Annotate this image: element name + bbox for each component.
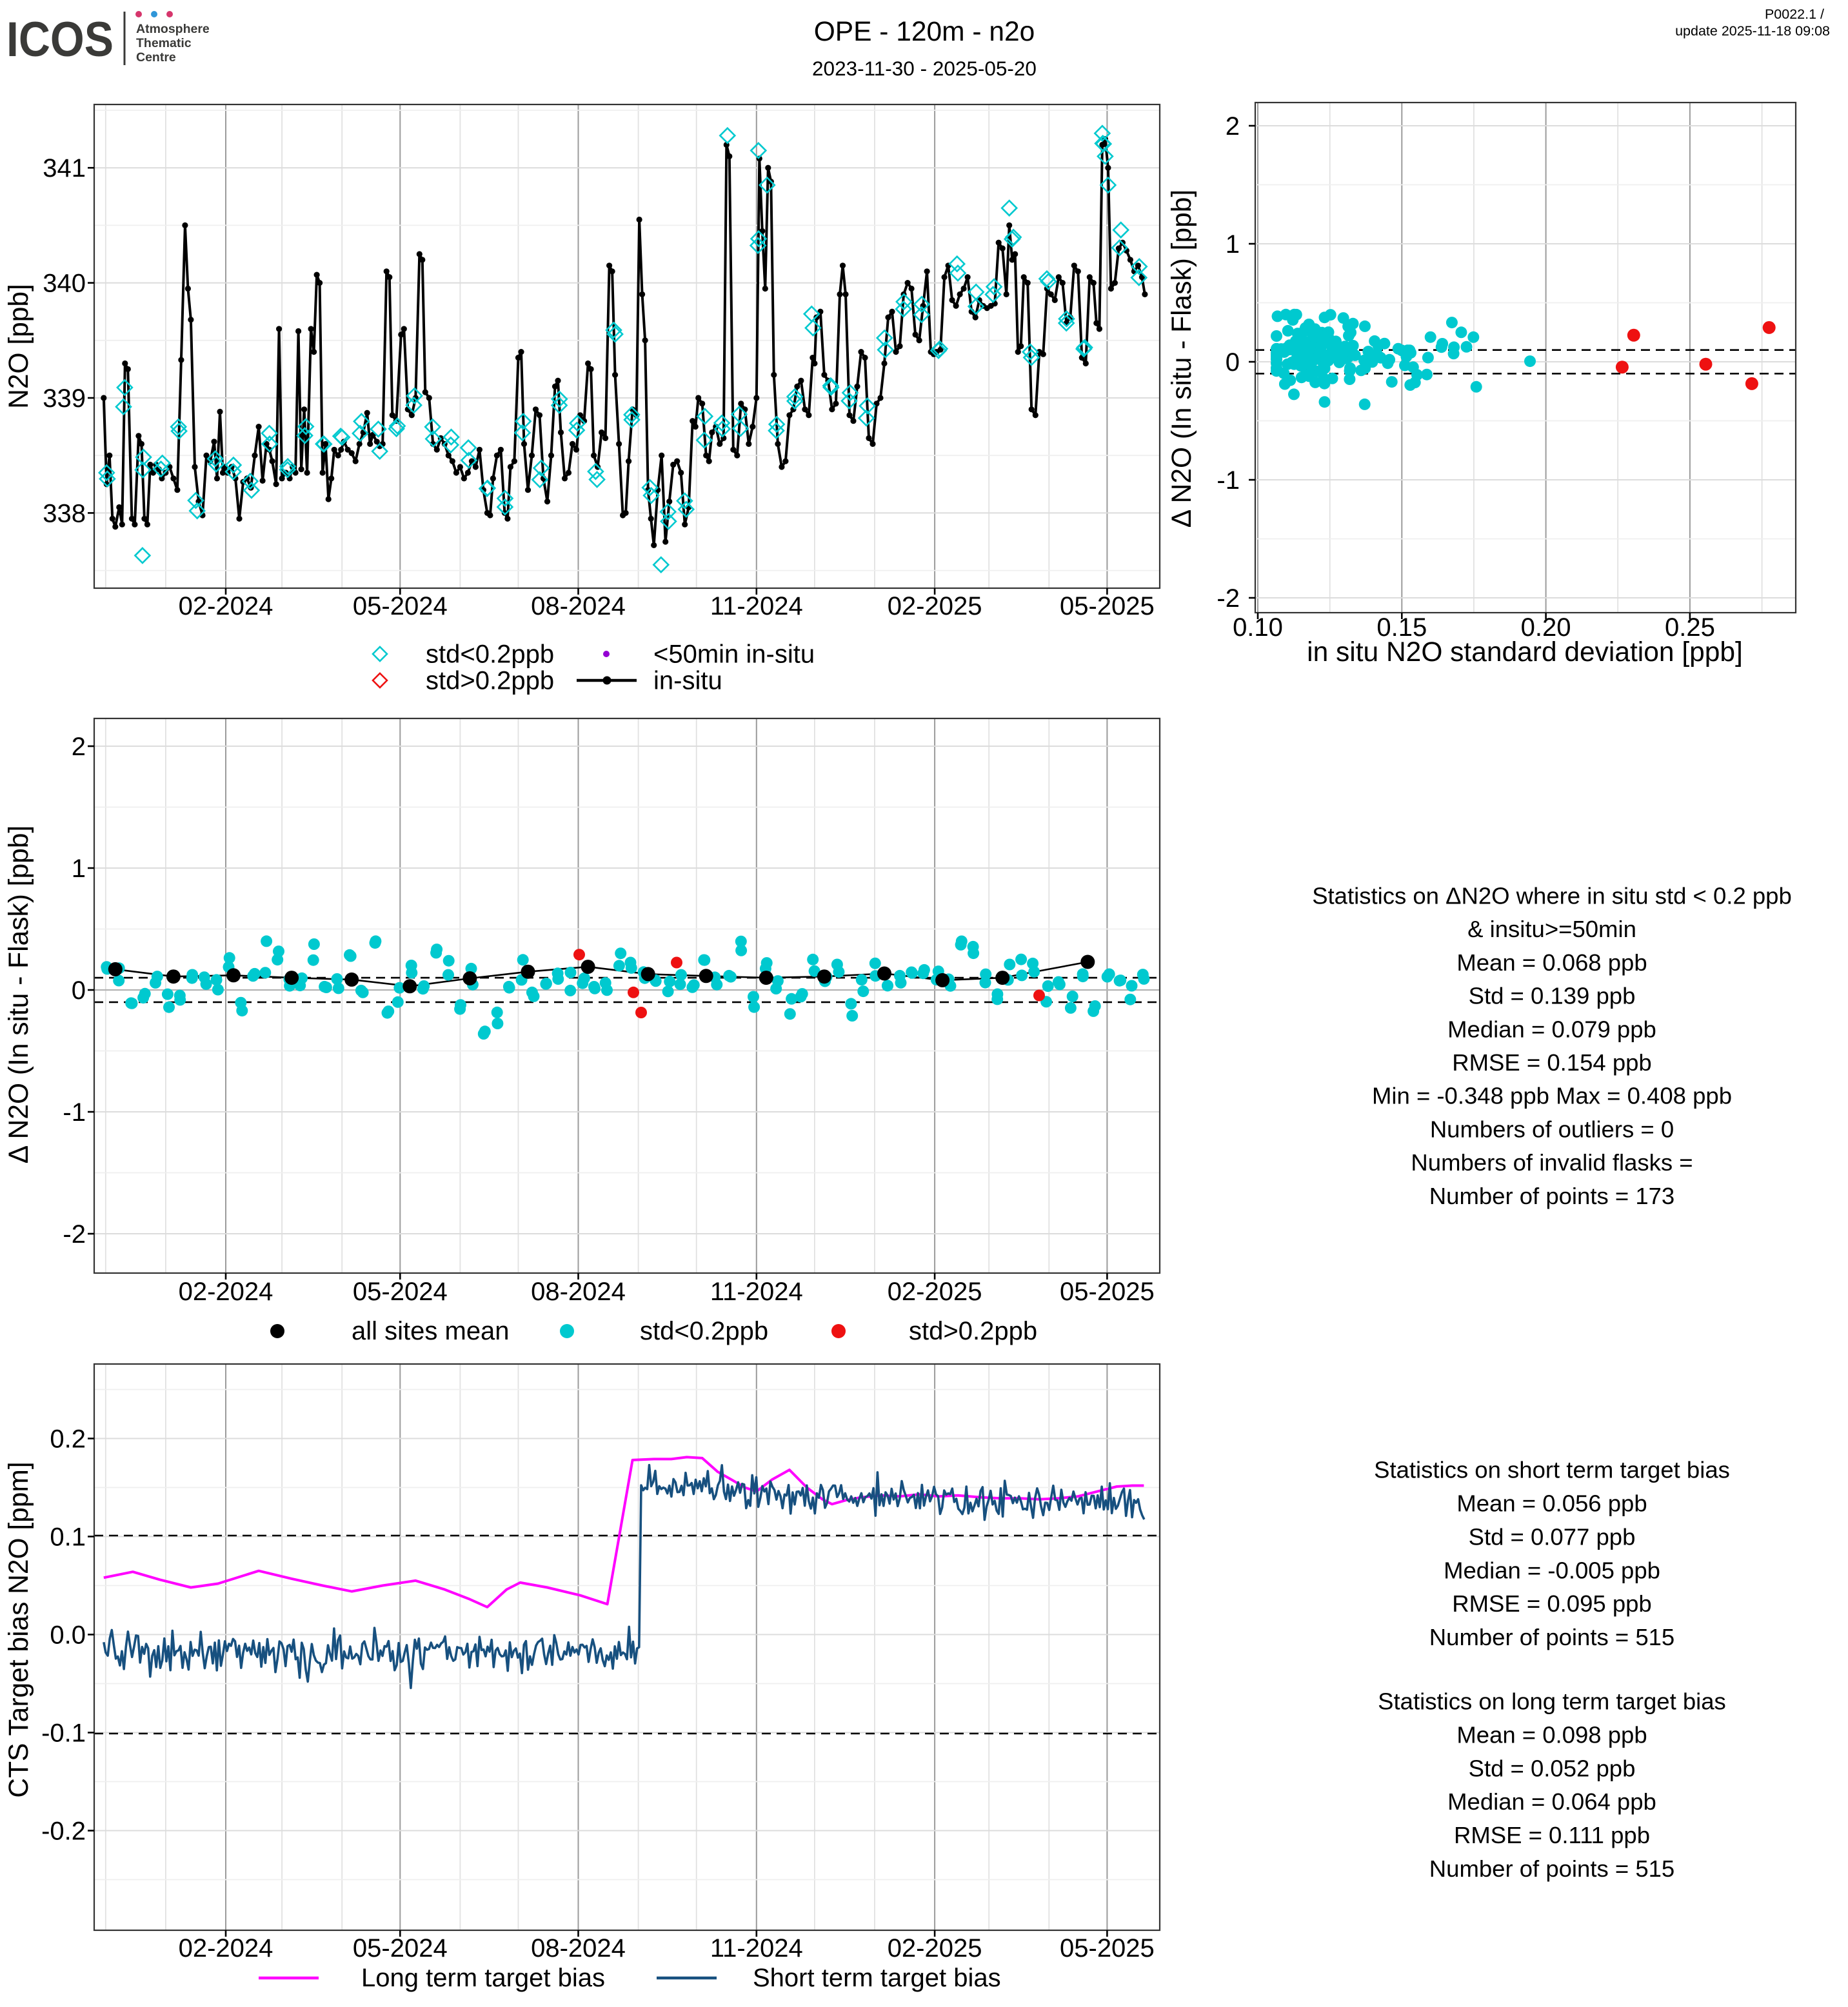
svg-text:05-2025: 05-2025 (1060, 1934, 1155, 1963)
svg-text:0: 0 (1226, 348, 1240, 377)
svg-text:Mean = 0.056 ppb: Mean = 0.056 ppb (1456, 1490, 1647, 1517)
svg-text:Δ N2O (In situ - Flask) [ppb]: Δ N2O (In situ - Flask) [ppb] (1167, 190, 1197, 528)
svg-text:11-2024: 11-2024 (710, 1278, 803, 1306)
svg-text:08-2024: 08-2024 (531, 592, 626, 620)
svg-text:std>0.2ppb: std>0.2ppb (909, 1317, 1037, 1345)
svg-text:Statistics on short term targe: Statistics on short term target bias (1374, 1457, 1730, 1483)
svg-text:N2O [ppb]: N2O [ppb] (4, 284, 34, 409)
svg-text:Number of points = 173: Number of points = 173 (1429, 1183, 1674, 1209)
svg-text:Std = 0.077 ppb: Std = 0.077 ppb (1469, 1523, 1636, 1550)
svg-text:Centre: Centre (136, 50, 176, 64)
svg-text:11-2024: 11-2024 (710, 592, 803, 620)
svg-text:339: 339 (43, 384, 86, 413)
svg-text:std<0.2ppb: std<0.2ppb (426, 640, 554, 669)
svg-text:Δ N2O (In situ - Flask) [ppb]: Δ N2O (In situ - Flask) [ppb] (4, 826, 34, 1163)
svg-text:Median = -0.005 ppb: Median = -0.005 ppb (1444, 1557, 1660, 1583)
svg-text:0: 0 (72, 976, 86, 1005)
svg-text:2: 2 (1226, 112, 1240, 141)
svg-text:-1: -1 (63, 1098, 86, 1127)
svg-text:std>0.2ppb: std>0.2ppb (426, 667, 554, 695)
svg-text:11-2024: 11-2024 (710, 1934, 803, 1963)
svg-text:0.1: 0.1 (50, 1523, 86, 1552)
svg-text:RMSE = 0.111 ppb: RMSE = 0.111 ppb (1454, 1822, 1650, 1848)
svg-text:Std = 0.139 ppb: Std = 0.139 ppb (1469, 983, 1636, 1009)
svg-text:341: 341 (43, 154, 86, 183)
svg-text:-0.2: -0.2 (41, 1817, 86, 1846)
svg-text:Median = 0.079 ppb: Median = 0.079 ppb (1447, 1016, 1656, 1042)
svg-text:Atmosphere: Atmosphere (136, 22, 210, 36)
svg-text:0.25: 0.25 (1665, 613, 1715, 642)
svg-text:338: 338 (43, 499, 86, 528)
svg-text:02-2024: 02-2024 (179, 1934, 273, 1963)
svg-text:Short term target bias: Short term target bias (753, 1964, 1001, 1992)
svg-text:02-2024: 02-2024 (179, 592, 273, 620)
svg-text:05-2024: 05-2024 (353, 592, 448, 620)
svg-text:2023-11-30 - 2025-05-20: 2023-11-30 - 2025-05-20 (812, 57, 1037, 80)
svg-text:Number of points = 515: Number of points = 515 (1429, 1855, 1674, 1882)
svg-text:CTS Target bias N2O [ppm]: CTS Target bias N2O [ppm] (4, 1461, 34, 1797)
svg-text:Min = -0.348 ppb Max = 0.408: Min = -0.348 ppb Max = 0.408 ppb (1372, 1083, 1732, 1109)
svg-text:<50min in-situ: <50min in-situ (653, 640, 815, 669)
svg-text:02-2025: 02-2025 (888, 592, 982, 620)
svg-text:in situ N2O standard deviation: in situ N2O standard deviation [ppb] (1307, 637, 1743, 667)
svg-text:Numbers of outliers = 0: Numbers of outliers = 0 (1430, 1116, 1674, 1142)
svg-text:02-2024: 02-2024 (179, 1278, 273, 1306)
svg-text:P0022.1 /: P0022.1 / (1765, 6, 1824, 22)
svg-text:Statistics on long term target: Statistics on long term target bias (1378, 1688, 1726, 1715)
svg-text:1: 1 (72, 855, 86, 883)
svg-text:05-2024: 05-2024 (353, 1278, 448, 1306)
svg-text:all sites mean: all sites mean (352, 1317, 510, 1345)
svg-text:Statistics on ΔN2O where in si: Statistics on ΔN2O where in situ std < 0… (1312, 883, 1792, 909)
svg-text:Median = 0.064 ppb: Median = 0.064 ppb (1447, 1788, 1656, 1815)
svg-text:1: 1 (1226, 230, 1240, 259)
svg-text:update 2025-11-18 09:08: update 2025-11-18 09:08 (1675, 23, 1830, 39)
svg-text:02-2025: 02-2025 (888, 1278, 982, 1306)
svg-text:0.2: 0.2 (50, 1425, 86, 1454)
svg-text:0.20: 0.20 (1521, 613, 1571, 642)
svg-text:Numbers of invalid flasks =: Numbers of invalid flasks = (1411, 1149, 1693, 1176)
svg-text:340: 340 (43, 270, 86, 298)
svg-text:RMSE = 0.154 ppb: RMSE = 0.154 ppb (1452, 1049, 1651, 1076)
svg-text:RMSE = 0.095 ppb: RMSE = 0.095 ppb (1452, 1590, 1651, 1617)
svg-text:2: 2 (72, 733, 86, 761)
svg-text:-2: -2 (63, 1220, 86, 1249)
svg-text:-1: -1 (1217, 466, 1240, 495)
svg-text:05-2024: 05-2024 (353, 1934, 448, 1963)
svg-text:OPE - 120m - n2o: OPE - 120m - n2o (814, 17, 1035, 47)
svg-text:Mean = 0.068 ppb: Mean = 0.068 ppb (1456, 949, 1647, 976)
svg-text:0.0: 0.0 (50, 1621, 86, 1650)
svg-text:05-2025: 05-2025 (1060, 1278, 1155, 1306)
svg-text:Mean = 0.098 ppb: Mean = 0.098 ppb (1456, 1721, 1647, 1748)
svg-text:Thematic: Thematic (136, 36, 192, 50)
svg-text:Long term target bias: Long term target bias (361, 1964, 605, 1992)
svg-text:05-2025: 05-2025 (1060, 592, 1155, 620)
svg-text:0.10: 0.10 (1233, 613, 1283, 642)
svg-text:& insitu>=50min: & insitu>=50min (1467, 916, 1636, 942)
svg-text:ICOS: ICOS (6, 12, 114, 67)
svg-text:std<0.2ppb: std<0.2ppb (640, 1317, 768, 1345)
svg-text:-2: -2 (1217, 584, 1240, 613)
svg-text:Std = 0.052 ppb: Std = 0.052 ppb (1469, 1755, 1636, 1781)
svg-text:-0.1: -0.1 (41, 1719, 86, 1748)
svg-text:08-2024: 08-2024 (531, 1934, 626, 1963)
svg-text:08-2024: 08-2024 (531, 1278, 626, 1306)
svg-text:Number of points = 515: Number of points = 515 (1429, 1624, 1674, 1650)
svg-text:in-situ: in-situ (653, 667, 722, 695)
svg-text:02-2025: 02-2025 (888, 1934, 982, 1963)
svg-text:0.15: 0.15 (1376, 613, 1427, 642)
